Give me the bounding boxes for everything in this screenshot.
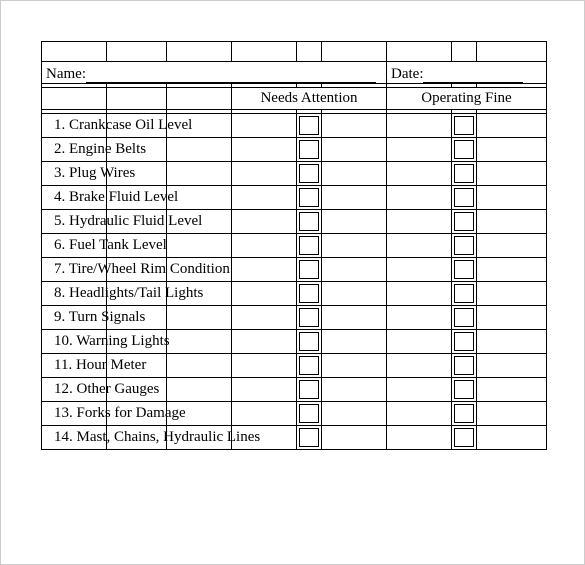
table-row: 12. Other Gauges (42, 378, 547, 402)
needs-attention-checkbox[interactable] (297, 258, 322, 282)
operating-fine-checkbox[interactable] (452, 210, 477, 234)
operating-fine-checkbox[interactable] (452, 306, 477, 330)
table-row: 5. Hydraulic Fluid Level (42, 210, 547, 234)
operating-fine-checkbox[interactable] (452, 354, 477, 378)
item-label: 14. Mast, Chains, Hydraulic Lines (54, 429, 260, 445)
needs-attention-checkbox[interactable] (297, 306, 322, 330)
page: Name: Date: Needs Attention Operating Fi… (0, 0, 585, 565)
item-label: 11. Hour Meter (54, 357, 146, 373)
operating-fine-checkbox[interactable] (452, 114, 477, 138)
item-label: 1. Crankcase Oil Level (54, 117, 192, 133)
item-label: 9. Turn Signals (54, 309, 145, 325)
date-cell: Date: (387, 62, 547, 84)
needs-attention-checkbox[interactable] (297, 330, 322, 354)
table-row: 13. Forks for Damage (42, 402, 547, 426)
name-date-row: Name: Date: (42, 62, 547, 84)
table-row: 1. Crankcase Oil Level (42, 114, 547, 138)
needs-attention-checkbox[interactable] (297, 186, 322, 210)
operating-fine-checkbox[interactable] (452, 162, 477, 186)
table-row: 10. Warning Lights (42, 330, 547, 354)
operating-fine-checkbox[interactable] (452, 282, 477, 306)
needs-attention-checkbox[interactable] (297, 114, 322, 138)
needs-attention-checkbox[interactable] (297, 162, 322, 186)
name-label: Name: (46, 66, 86, 82)
needs-attention-checkbox[interactable] (297, 138, 322, 162)
needs-attention-checkbox[interactable] (297, 210, 322, 234)
table-row: 7. Tire/Wheel Rim Condition (42, 258, 547, 282)
table-row: 2. Engine Belts (42, 138, 547, 162)
item-label: 3. Plug Wires (54, 165, 135, 181)
checklist-table: Name: Date: Needs Attention Operating Fi… (41, 41, 547, 450)
needs-attention-checkbox[interactable] (297, 378, 322, 402)
name-underline (86, 82, 376, 83)
operating-fine-checkbox[interactable] (452, 186, 477, 210)
needs-attention-header: Needs Attention (232, 88, 387, 110)
blank-row (42, 42, 547, 62)
item-label: 8. Headlights/Tail Lights (54, 285, 203, 301)
table-row: 8. Headlights/Tail Lights (42, 282, 547, 306)
operating-fine-header: Operating Fine (387, 88, 547, 110)
item-label: 7. Tire/Wheel Rim Condition (54, 261, 230, 277)
table-row: 6. Fuel Tank Level (42, 234, 547, 258)
table-row: 11. Hour Meter (42, 354, 547, 378)
item-label: 2. Engine Belts (54, 141, 146, 157)
operating-fine-checkbox[interactable] (452, 378, 477, 402)
item-label: 5. Hydraulic Fluid Level (54, 213, 202, 229)
item-label: 12. Other Gauges (54, 381, 159, 397)
needs-attention-checkbox[interactable] (297, 402, 322, 426)
needs-attention-checkbox[interactable] (297, 354, 322, 378)
table-row: 3. Plug Wires (42, 162, 547, 186)
item-label: 4. Brake Fluid Level (54, 189, 178, 205)
table-row: 4. Brake Fluid Level (42, 186, 547, 210)
column-header-row: Needs Attention Operating Fine (42, 88, 547, 110)
item-label: 6. Fuel Tank Level (54, 237, 167, 253)
needs-attention-checkbox[interactable] (297, 282, 322, 306)
operating-fine-checkbox[interactable] (452, 234, 477, 258)
operating-fine-checkbox[interactable] (452, 138, 477, 162)
needs-attention-checkbox[interactable] (297, 426, 322, 450)
table-row: 9. Turn Signals (42, 306, 547, 330)
date-label: Date: (391, 66, 423, 82)
name-cell: Name: (42, 62, 387, 84)
item-label: 13. Forks for Damage (54, 405, 186, 421)
needs-attention-checkbox[interactable] (297, 234, 322, 258)
operating-fine-checkbox[interactable] (452, 258, 477, 282)
item-label: 10. Warning Lights (54, 333, 170, 349)
operating-fine-checkbox[interactable] (452, 330, 477, 354)
table-row: 14. Mast, Chains, Hydraulic Lines (42, 426, 547, 450)
operating-fine-checkbox[interactable] (452, 426, 477, 450)
operating-fine-checkbox[interactable] (452, 402, 477, 426)
date-underline (423, 82, 523, 83)
